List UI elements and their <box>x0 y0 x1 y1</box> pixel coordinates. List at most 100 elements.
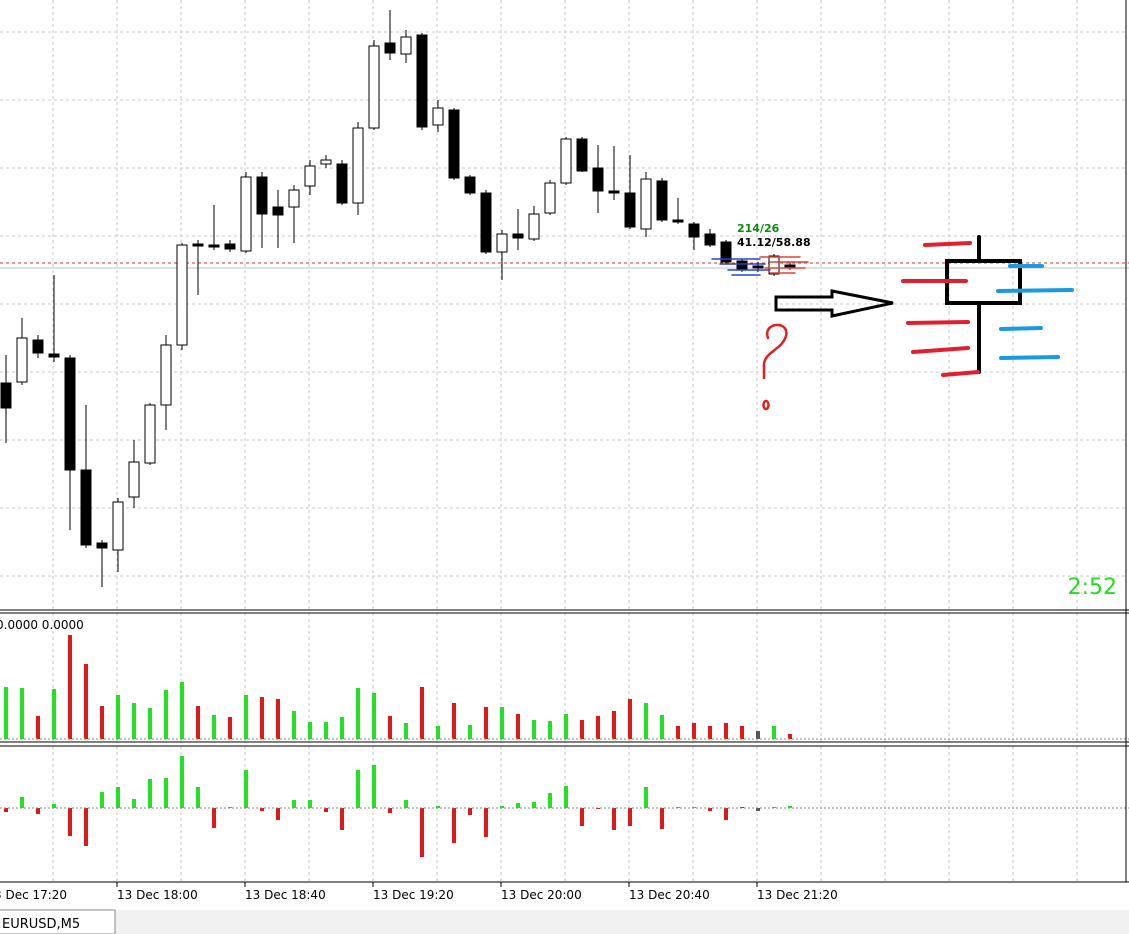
volume-bar <box>180 682 184 739</box>
delta-bar <box>196 787 200 808</box>
candle-body <box>496 233 508 253</box>
candle-timer: 2:52 <box>1068 575 1117 600</box>
grid <box>0 0 1126 882</box>
volume-bar <box>324 722 328 739</box>
time-label: 13 Dec 18:00 <box>117 888 198 902</box>
delta-bar <box>52 804 56 808</box>
volume-bar <box>500 707 504 739</box>
volume-bar <box>644 703 648 739</box>
time-axis: 3 Dec 17:20 13 Dec 18:00 13 Dec 18:40 13 De… <box>0 882 838 902</box>
volume-bar <box>36 716 40 739</box>
time-label: 13 Dec 21:20 <box>757 888 838 902</box>
delta-bar <box>116 787 120 808</box>
volume-bar <box>308 722 312 739</box>
delta-bar <box>388 808 392 813</box>
volume-bar <box>404 723 408 739</box>
volume-bar <box>484 707 488 739</box>
candle-body <box>48 353 60 358</box>
volume-bar <box>388 716 392 739</box>
time-label: 13 Dec 18:40 <box>245 888 326 902</box>
delta-bar <box>292 800 296 808</box>
volume-bars <box>4 635 792 739</box>
volume-bar <box>68 635 72 739</box>
delta-bar <box>20 797 24 808</box>
time-label: 13 Dec 20:40 <box>629 888 710 902</box>
volume-bar <box>788 734 792 739</box>
delta-bar <box>356 770 360 808</box>
chart-tab[interactable] <box>0 909 116 934</box>
delta-bar <box>100 792 104 808</box>
delta-bar <box>628 808 632 826</box>
candle-body <box>544 182 556 214</box>
candle-body <box>672 219 684 223</box>
candle-body <box>432 107 444 126</box>
volume-bar <box>100 706 104 739</box>
candle-body <box>384 42 396 54</box>
candle-body <box>0 382 12 409</box>
volume-bar <box>164 690 168 739</box>
time-label: 3 Dec 17:20 <box>0 888 67 902</box>
candles <box>0 10 796 587</box>
delta-bar <box>420 808 424 857</box>
delta-bar <box>404 800 408 808</box>
candle-body <box>608 190 620 194</box>
volume-bar <box>420 687 424 739</box>
volume-bar <box>740 726 744 739</box>
volume-bar <box>212 715 216 739</box>
candle-body <box>576 138 588 172</box>
candle-body <box>128 461 140 498</box>
candle-body <box>288 189 300 208</box>
delta-bar <box>84 808 88 846</box>
candle-body <box>64 357 76 471</box>
volume-bar <box>468 725 472 739</box>
tab-bar <box>0 910 1129 934</box>
delta-bar <box>308 800 312 808</box>
delta-bar <box>548 793 552 808</box>
candle-body <box>80 469 92 546</box>
delta-bar <box>276 808 280 820</box>
delta-bar <box>612 808 616 830</box>
volume-bar <box>580 720 584 739</box>
candle-body <box>224 243 236 250</box>
volume-bar <box>132 703 136 739</box>
volume-bar <box>660 715 664 739</box>
volume-bar <box>692 723 696 739</box>
candle-body <box>464 176 476 194</box>
volume-bar <box>548 721 552 739</box>
candle-body <box>416 34 428 128</box>
candle-body <box>400 36 412 55</box>
delta-bar <box>756 808 760 811</box>
volume-bar <box>708 726 712 739</box>
delta-bar <box>132 799 136 808</box>
volume-bar <box>244 695 248 739</box>
volume-bar <box>564 714 568 739</box>
volume-bar <box>148 708 152 739</box>
volume-bar <box>276 699 280 739</box>
volume-bar <box>436 726 440 739</box>
volume-bar <box>4 687 8 739</box>
candle-body <box>16 337 28 383</box>
delta-bar <box>4 808 8 812</box>
candle-body <box>336 163 348 204</box>
candle-body <box>560 138 572 184</box>
delta-bar <box>244 770 248 808</box>
candle-body <box>272 206 284 216</box>
candle-body <box>688 223 700 238</box>
candle-body <box>176 244 188 346</box>
candle-body <box>240 176 252 252</box>
delta-bar <box>788 806 792 808</box>
delta-bar <box>500 806 504 808</box>
volume-bar <box>228 717 232 739</box>
delta-bar <box>484 808 488 837</box>
time-label: 13 Dec 20:00 <box>501 888 582 902</box>
delta-bar <box>180 756 184 808</box>
chart-tab-label: EURUSD,M5 <box>2 917 80 932</box>
delta-bar <box>564 786 568 808</box>
candle-body <box>592 167 604 192</box>
candle-body <box>720 241 732 263</box>
delta-bar <box>660 808 664 829</box>
delta-bar <box>260 808 264 811</box>
volume-bar <box>52 689 56 739</box>
volume-bar <box>196 706 200 739</box>
